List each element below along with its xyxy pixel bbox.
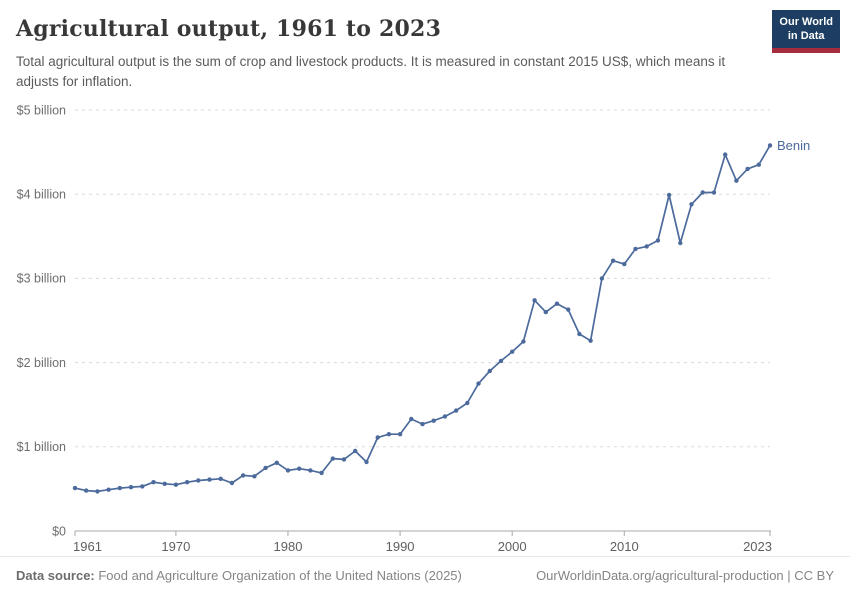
y-tick-label: $4 billion — [17, 188, 66, 202]
y-tick-label: $0 — [52, 524, 66, 538]
data-point[interactable] — [723, 152, 728, 157]
data-point[interactable] — [532, 298, 537, 303]
data-point[interactable] — [173, 482, 179, 487]
data-point[interactable] — [409, 416, 414, 422]
data-point[interactable] — [308, 468, 313, 473]
y-tick-label: $5 billion — [17, 103, 66, 117]
data-point[interactable] — [521, 339, 526, 344]
data-point[interactable] — [252, 474, 257, 479]
data-point[interactable] — [95, 489, 100, 494]
data-point[interactable] — [610, 258, 616, 263]
data-point[interactable] — [700, 190, 705, 195]
data-point[interactable] — [442, 414, 448, 419]
data-source: Data source: Food and Agriculture Organi… — [16, 568, 462, 583]
data-point[interactable] — [151, 480, 156, 485]
data-point[interactable] — [420, 421, 425, 427]
y-tick-label: $1 billion — [17, 440, 66, 454]
data-point[interactable] — [330, 456, 335, 461]
data-point[interactable] — [397, 432, 403, 437]
data-point[interactable] — [263, 465, 268, 471]
data-point[interactable] — [678, 240, 683, 246]
data-point[interactable] — [566, 307, 571, 312]
data-point[interactable] — [644, 244, 649, 249]
data-point[interactable] — [465, 400, 470, 406]
y-tick-label: $2 billion — [17, 356, 66, 370]
x-tick-label: 2000 — [498, 539, 527, 554]
data-point[interactable] — [498, 358, 504, 364]
data-point[interactable] — [274, 460, 279, 465]
data-point[interactable] — [285, 468, 291, 473]
data-point[interactable] — [577, 331, 582, 337]
data-point[interactable] — [633, 246, 638, 252]
data-point[interactable] — [453, 408, 459, 413]
owid-logo-line2: in Data — [787, 30, 825, 43]
x-tick-label: 2010 — [610, 539, 639, 554]
data-point[interactable] — [341, 457, 347, 462]
x-tick-label: 1980 — [274, 539, 303, 554]
data-point[interactable] — [476, 381, 481, 386]
data-point[interactable] — [756, 162, 761, 167]
series-label-benin[interactable]: Benin — [777, 138, 810, 153]
data-point[interactable] — [364, 459, 369, 465]
data-point[interactable] — [207, 477, 212, 482]
data-point[interactable] — [72, 485, 78, 491]
data-point[interactable] — [84, 488, 89, 493]
owid-logo-line1: Our World — [779, 16, 833, 28]
data-point[interactable] — [218, 476, 223, 481]
data-source-label: Data source: — [16, 568, 95, 583]
data-point[interactable] — [734, 178, 739, 183]
data-point[interactable] — [140, 484, 145, 489]
data-point[interactable] — [128, 485, 134, 490]
data-point[interactable] — [297, 466, 302, 471]
data-point[interactable] — [543, 309, 548, 315]
data-point[interactable] — [353, 448, 358, 454]
x-tick-label: 1970 — [161, 539, 190, 554]
page-title: Agricultural output, 1961 to 2023 — [16, 16, 442, 42]
data-point[interactable] — [689, 202, 694, 207]
x-tick-label: 1990 — [386, 539, 415, 554]
data-point[interactable] — [184, 480, 190, 485]
data-point[interactable] — [588, 338, 593, 343]
x-tick-label: 1961 — [73, 539, 102, 554]
data-point[interactable] — [375, 435, 380, 440]
chart-area[interactable]: $0 $1 billion $2 billion $3 billion $4 billi… — [0, 95, 850, 557]
owid-logo[interactable]: Our World in Data — [772, 10, 840, 53]
data-point[interactable] — [196, 478, 201, 483]
data-point[interactable] — [711, 190, 717, 195]
data-point[interactable] — [431, 418, 436, 423]
data-point[interactable] — [240, 473, 246, 478]
data-point[interactable] — [767, 143, 773, 148]
data-source-text: Food and Agriculture Organization of the… — [94, 568, 462, 583]
data-point[interactable] — [117, 485, 123, 491]
page-subtitle: Total agricultural output is the sum of … — [16, 54, 726, 89]
data-point[interactable] — [319, 470, 324, 476]
data-point[interactable] — [554, 301, 560, 306]
license-link[interactable]: OurWorldinData.org/agricultural-producti… — [536, 568, 834, 583]
data-point[interactable] — [666, 192, 672, 198]
data-point[interactable] — [386, 432, 392, 437]
x-tick-label: 2023 — [743, 539, 772, 554]
data-point[interactable] — [487, 368, 492, 374]
data-point[interactable] — [745, 166, 750, 172]
series-line-benin[interactable] — [74, 144, 771, 493]
y-tick-label: $3 billion — [17, 272, 66, 286]
data-point[interactable] — [655, 238, 661, 243]
data-point[interactable] — [622, 261, 627, 267]
data-point[interactable] — [510, 349, 515, 354]
chart-canvas[interactable]: $0 $1 billion $2 billion $3 billion $4 billi… — [0, 95, 850, 557]
data-point[interactable] — [229, 480, 235, 486]
data-point[interactable] — [599, 276, 605, 281]
data-point[interactable] — [162, 481, 167, 486]
chart-footer: Data source: Food and Agriculture Organi… — [0, 556, 850, 583]
data-point[interactable] — [106, 487, 111, 492]
